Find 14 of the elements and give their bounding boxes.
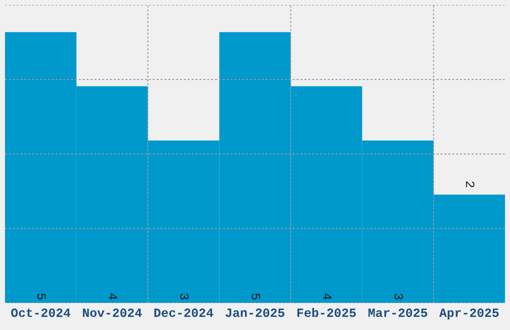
data-label: 4	[323, 293, 332, 300]
data-label: 5	[37, 294, 46, 300]
x-tick-label: Mar-2025	[368, 308, 428, 318]
data-label: 2	[466, 182, 474, 188]
x-tick-label: Jan-2025	[226, 308, 284, 318]
x-tick-label: Apr-2025	[439, 308, 499, 320]
data-label: 3	[394, 294, 403, 300]
data-label: 3	[180, 294, 189, 300]
x-tick-label: Oct-2024	[11, 308, 70, 318]
x-tick-label: Dec-2024	[154, 308, 214, 318]
data-label: 4	[108, 293, 118, 300]
data-label: 5	[252, 294, 260, 300]
x-tick-label: Nov-2024	[82, 308, 142, 318]
x-tick-label: Feb-2025	[297, 308, 356, 318]
